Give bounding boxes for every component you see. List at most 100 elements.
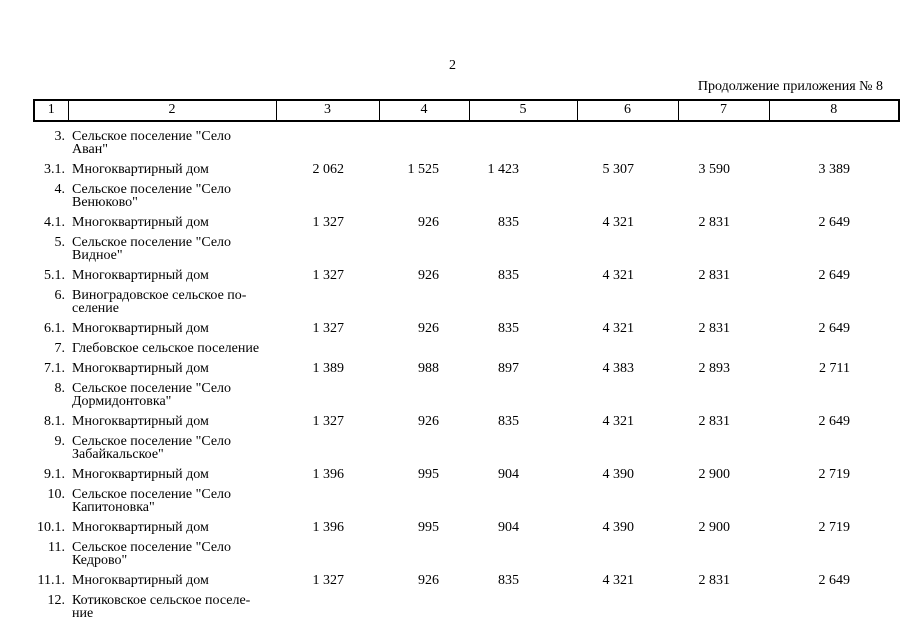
row-number: 7.: [54, 341, 66, 356]
row-number: 6.1.: [44, 321, 65, 336]
row-title: Многоквартирный дом: [72, 321, 209, 336]
row-title: Сельское поселение "Село Капитоновка": [72, 487, 232, 515]
row-title: Виноградовское сельское по- селение: [72, 288, 247, 316]
table-row: 10. Сельское поселение "Село Капитоновка…: [34, 481, 899, 515]
value-cell: [469, 335, 577, 355]
value-cell: [379, 282, 469, 315]
value-cell: [276, 534, 379, 567]
value-cell: 926: [418, 414, 439, 429]
row-title: Многоквартирный дом: [72, 268, 209, 283]
value-cell: [379, 176, 469, 209]
value-cell: [469, 481, 577, 514]
row-number: 7.1.: [44, 361, 65, 376]
value-cell: 926: [418, 215, 439, 230]
value-cell: [469, 428, 577, 461]
value-cell: 835: [498, 414, 519, 429]
column-header: 1: [33, 99, 69, 122]
value-cell: [379, 481, 469, 514]
value-cell: [769, 587, 899, 620]
value-cell: 2 649: [818, 268, 851, 283]
header-row: 1 2 3 4 5 6 7 8: [33, 99, 900, 122]
value-cell: 4 321: [602, 414, 635, 429]
row-number: 4.: [54, 182, 66, 197]
value-cell: 4 321: [602, 268, 635, 283]
value-cell: [678, 229, 769, 262]
value-cell: [769, 481, 899, 514]
value-cell: [769, 282, 899, 315]
value-cell: 2 711: [819, 361, 850, 376]
value-cell: 3 590: [698, 162, 731, 177]
value-cell: 835: [498, 321, 519, 336]
value-cell: 835: [498, 268, 519, 283]
table-row: 4. Сельское поселение "Село Венюково": [34, 176, 899, 210]
row-title: Сельское поселение "Село Аван": [72, 129, 232, 157]
value-cell: 1 396: [312, 467, 345, 482]
value-cell: [469, 229, 577, 262]
column-header: 3: [275, 99, 380, 122]
row-number: 10.: [47, 487, 66, 502]
value-cell: 2 649: [818, 215, 851, 230]
value-cell: 995: [418, 467, 439, 482]
value-cell: 835: [498, 573, 519, 588]
value-cell: 2 649: [818, 414, 851, 429]
value-cell: 2 900: [698, 467, 731, 482]
value-cell: [769, 428, 899, 461]
value-cell: [379, 229, 469, 262]
value-cell: [678, 481, 769, 514]
table-row: 6. Виноградовское сельское по- селение: [34, 282, 899, 316]
value-cell: 1 327: [312, 414, 345, 429]
value-cell: 1 327: [312, 321, 345, 336]
row-title: Глебовское сельское поселение: [72, 341, 260, 356]
row-number: 5.: [54, 235, 66, 250]
value-cell: 2 649: [818, 573, 851, 588]
value-cell: 4 383: [602, 361, 635, 376]
row-title: Многоквартирный дом: [72, 573, 209, 588]
value-cell: [577, 375, 678, 408]
value-cell: [379, 335, 469, 355]
row-number: 9.1.: [44, 467, 65, 482]
row-number: 8.: [54, 381, 66, 396]
table-row: 9.1. Многоквартирный дом 1 396 995 904 4…: [34, 461, 899, 482]
value-cell: [577, 587, 678, 620]
column-header: 6: [576, 99, 679, 122]
table-row: 3. Сельское поселение "Село Аван": [34, 121, 899, 157]
value-cell: 1 327: [312, 268, 345, 283]
value-cell: 2 900: [698, 520, 731, 535]
row-title: Сельское поселение "Село Дормидонтовка": [72, 381, 232, 409]
table-row: 5. Сельское поселение "Село Видное": [34, 229, 899, 263]
table-row: 11. Сельское поселение "Село Кедрово": [34, 534, 899, 568]
row-number: 5.1.: [44, 268, 65, 283]
row-number: 10.1.: [37, 520, 65, 535]
value-cell: [678, 534, 769, 567]
appendix-table: 1 2 3 4 5 6 7 8 3. Сельское поселение "С…: [33, 99, 900, 621]
row-title: Многоквартирный дом: [72, 520, 209, 535]
value-cell: [678, 375, 769, 408]
table-body: 3. Сельское поселение "Село Аван" 3.1. М…: [34, 121, 899, 621]
value-cell: [577, 282, 678, 315]
value-cell: [769, 375, 899, 408]
row-number: 6.: [54, 288, 66, 303]
value-cell: 1 327: [312, 573, 345, 588]
row-title: Многоквартирный дом: [72, 467, 209, 482]
value-cell: [577, 229, 678, 262]
value-cell: [769, 534, 899, 567]
table-row: 8. Сельское поселение "Село Дормидонтовк…: [34, 375, 899, 409]
value-cell: [678, 335, 769, 355]
column-header: 8: [768, 99, 900, 122]
value-cell: [678, 587, 769, 620]
value-cell: [469, 176, 577, 209]
value-cell: 4 321: [602, 215, 635, 230]
value-cell: [577, 481, 678, 514]
value-cell: [577, 176, 678, 209]
value-cell: [577, 121, 678, 156]
row-number: 3.: [54, 129, 66, 144]
page-number: 2: [449, 58, 456, 73]
value-cell: [678, 428, 769, 461]
table-row: 9. Сельское поселение "Село Забайкальско…: [34, 428, 899, 462]
value-cell: [469, 375, 577, 408]
column-header: 2: [67, 99, 277, 122]
row-title: Сельское поселение "Село Венюково": [72, 182, 232, 210]
table-row: 11.1. Многоквартирный дом 1 327 926 835 …: [34, 567, 899, 588]
row-number: 3.1.: [44, 162, 65, 177]
value-cell: [276, 481, 379, 514]
